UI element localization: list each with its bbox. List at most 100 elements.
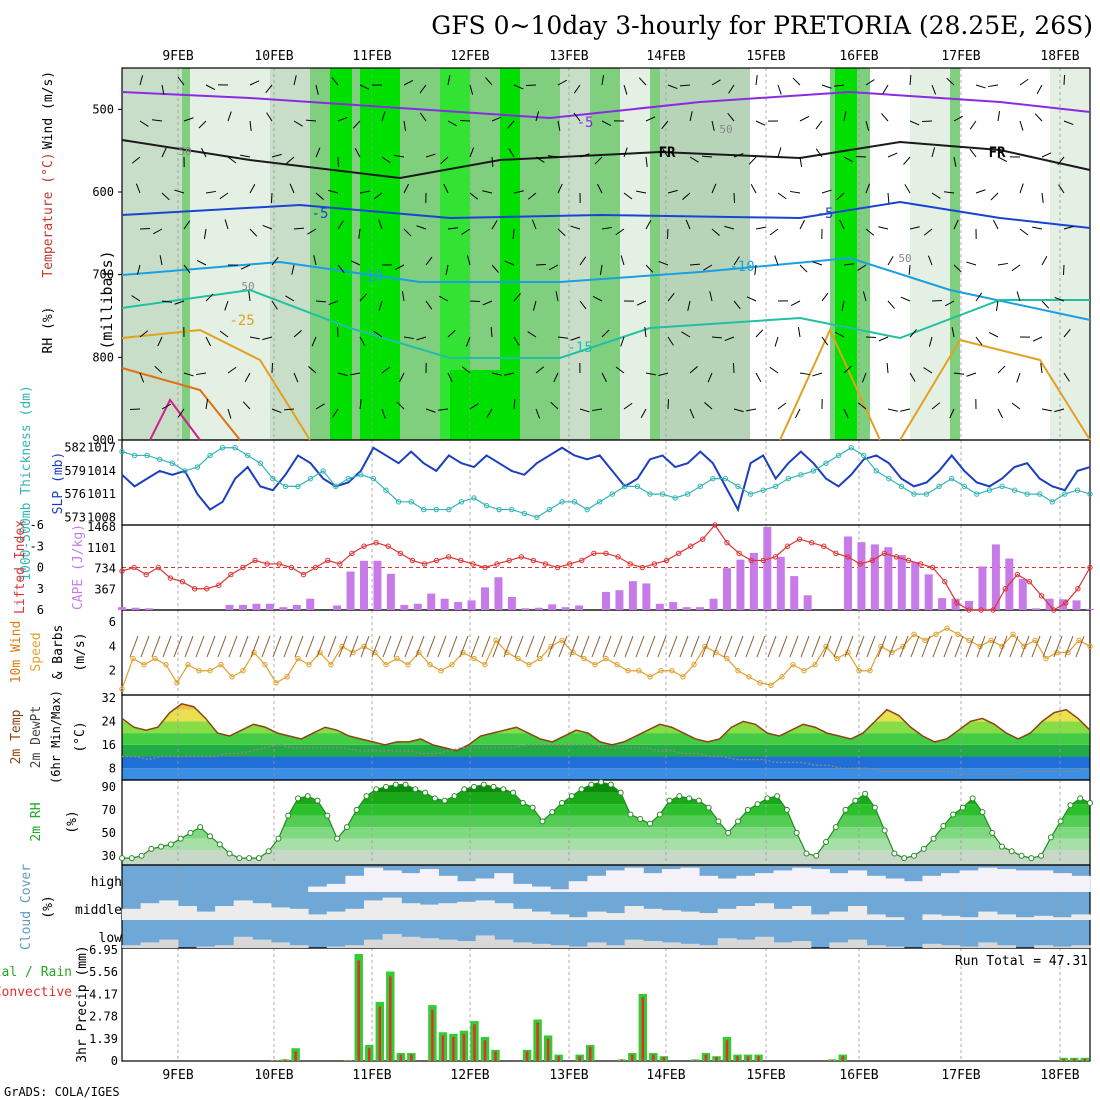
precip-tick-label: 1.39: [89, 1032, 118, 1046]
wind-barb: [689, 111, 693, 122]
wind-barb: [557, 79, 567, 86]
precip-convective-bar: [283, 1059, 287, 1061]
cloud-cover-cell: [512, 883, 533, 892]
wind-barb: [843, 111, 847, 122]
precip-convective-bar: [736, 1056, 739, 1061]
wind-barb: [203, 228, 207, 239]
wind-barb: [240, 264, 251, 270]
thickness-marker: [923, 491, 930, 497]
lifted-index-marker: [337, 561, 343, 567]
wind-barb: [227, 111, 232, 122]
cape-bar: [1032, 608, 1041, 610]
wind-barb: [535, 366, 545, 374]
wind-speed-marker: [185, 661, 191, 668]
slp-tick-label: 1008: [87, 510, 116, 524]
wind-barb: [755, 120, 766, 126]
lifted-index-marker: [978, 607, 984, 613]
lifted-index-marker: [784, 543, 791, 549]
humidity-marker: [1087, 799, 1093, 806]
wind-barb: [359, 84, 370, 90]
cloud-cover-cell: [1052, 873, 1072, 892]
wind-barb: [177, 76, 185, 86]
wind-barb: [923, 228, 933, 236]
wind-barb: [821, 189, 832, 194]
wind-barb: [248, 291, 251, 302]
cloud-cover-cell: [922, 914, 942, 920]
wind-barb: [447, 75, 451, 86]
thickness-marker: [609, 491, 615, 497]
wind-barb: [857, 264, 867, 271]
wind-barb: [350, 260, 361, 266]
humidity-marker: [539, 818, 546, 825]
humidity-marker: [598, 779, 605, 786]
temperature-band: [122, 744, 1090, 757]
humidity-marker: [519, 799, 526, 806]
cloud-cover-cell: [345, 945, 365, 948]
surface-wind-barb: [800, 635, 810, 658]
surface-wind-barb: [261, 635, 271, 658]
thickness-marker: [509, 506, 515, 513]
lifted-index-marker: [1075, 586, 1081, 592]
date-label-bottom: 17FEB: [941, 1068, 980, 1083]
y-tick-label: 500: [92, 102, 114, 116]
wind-speed-marker: [834, 655, 840, 662]
wind-barb: [1011, 264, 1021, 272]
cloud-axis-label-1: Cloud Cover: [19, 864, 34, 950]
cape-bar: [642, 583, 651, 610]
surface-wind-barb: [239, 635, 249, 658]
wind-barb: [931, 299, 943, 302]
wind-barb: [513, 190, 524, 194]
wind-barb: [900, 296, 911, 302]
surface-wind-barb: [129, 635, 139, 658]
wind-barb: [573, 112, 581, 122]
cloud-cover-cell: [122, 908, 142, 920]
wind-barb: [953, 372, 964, 375]
date-label-top: 18FEB: [1040, 49, 1079, 64]
lifted-index-tick-label: 3: [37, 582, 44, 596]
wind-barb: [799, 219, 805, 230]
thickness-marker: [496, 506, 502, 513]
cape-bar: [803, 595, 812, 610]
cloud-cover-cell: [661, 869, 681, 892]
date-label-top: 10FEB: [254, 49, 293, 64]
humidity-marker: [695, 797, 702, 804]
humidity-marker: [304, 793, 311, 800]
lifted-index-marker: [990, 607, 996, 613]
cloud-cover-cell: [941, 945, 961, 948]
wind-barb: [445, 264, 449, 275]
isotherm-line: [779, 327, 881, 441]
precip-convective-bar: [704, 1054, 708, 1061]
cloud-cover-cell: [382, 870, 402, 892]
surface-wind-barb: [514, 635, 524, 658]
thickness-marker: [710, 475, 716, 482]
cloud-cover-cell: [401, 903, 421, 920]
precip-convective-bar: [1072, 1058, 1076, 1061]
lifted-index-marker: [325, 557, 331, 564]
wind-barb: [843, 365, 852, 374]
rh-shaded-region: [122, 68, 182, 440]
thickness-marker: [597, 499, 603, 505]
wind-barb: [262, 224, 273, 230]
cloud-cover-cell: [475, 878, 495, 892]
lifted-index-marker: [119, 568, 125, 574]
surface-wind-barb: [723, 635, 733, 658]
precip-convective-bar: [389, 976, 392, 1061]
wind-barb: [311, 336, 317, 347]
cloud-cover-cell: [233, 936, 253, 948]
surface-wind-barb: [1020, 635, 1030, 658]
humidity-marker: [255, 855, 262, 862]
wind-speed-marker: [768, 682, 774, 688]
wind-barb: [658, 372, 669, 377]
wind-barb: [777, 84, 782, 95]
wind-barb: [153, 228, 163, 235]
wind-barb: [709, 291, 713, 302]
wind-barb: [419, 84, 427, 94]
wind-speed-marker: [1043, 655, 1049, 662]
wind-barb: [557, 336, 568, 339]
wind-barb: [755, 226, 766, 230]
humidity-marker: [588, 781, 595, 788]
wind-barb: [579, 300, 587, 310]
humidity-marker: [647, 820, 653, 827]
wind-barb: [900, 408, 911, 412]
wind-barb: [224, 300, 229, 311]
